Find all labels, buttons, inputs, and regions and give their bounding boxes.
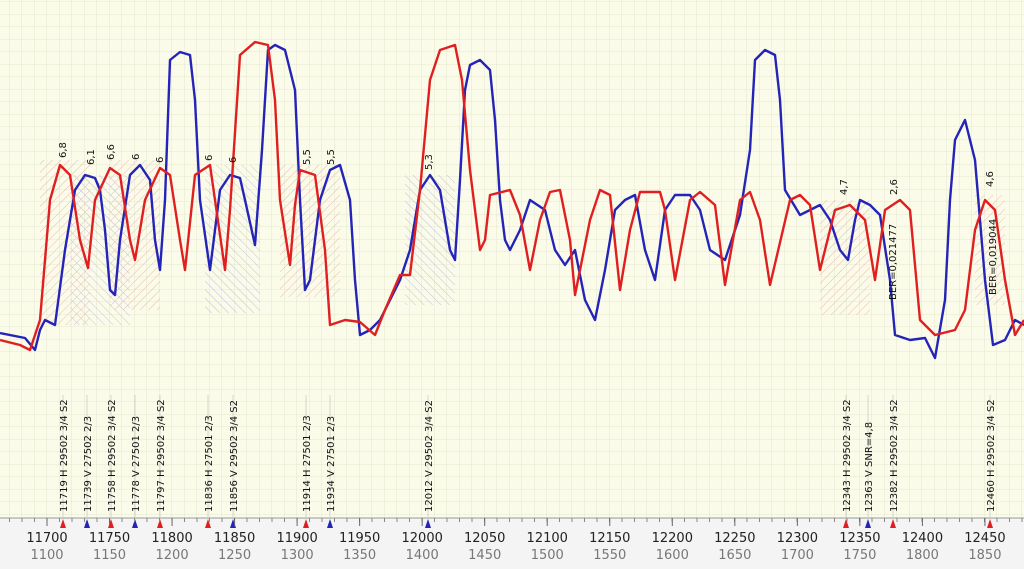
transponder-marker bbox=[890, 519, 896, 528]
peak-label: 6 bbox=[204, 155, 215, 161]
transponder-label: 11934 V 27501 2/3 bbox=[326, 416, 337, 512]
frequency-label: 12100 bbox=[527, 531, 568, 546]
if-frequency-label: 1350 bbox=[343, 548, 376, 563]
transponder-label: 11739 V 27502 2/3 bbox=[83, 416, 94, 512]
peak-label: 6 bbox=[131, 154, 142, 160]
if-frequency-label: 1650 bbox=[718, 548, 751, 563]
frequency-label: 11900 bbox=[276, 531, 317, 546]
frequency-label: 12150 bbox=[589, 531, 630, 546]
frequency-label: 11850 bbox=[214, 531, 255, 546]
frequency-label: 11700 bbox=[26, 531, 67, 546]
peak-label: 6,8 bbox=[58, 142, 69, 158]
transponder-marker bbox=[84, 519, 90, 528]
peak-label: 6 bbox=[155, 157, 166, 163]
if-frequency-label: 1800 bbox=[906, 548, 939, 563]
if-frequency-label: 1400 bbox=[406, 548, 439, 563]
transponder-marker bbox=[987, 519, 993, 528]
frequency-label: 11750 bbox=[89, 531, 130, 546]
transponder-marker bbox=[303, 519, 309, 528]
if-frequency-label: 1200 bbox=[156, 548, 189, 563]
peak-label: 4,7 bbox=[839, 179, 850, 195]
frequency-label: 12300 bbox=[777, 531, 818, 546]
peak-label: 2,6 bbox=[889, 179, 900, 195]
transponder-label: 11719 H 29502 3/4 S2 bbox=[59, 399, 70, 512]
frequency-label: 12450 bbox=[964, 531, 1005, 546]
axis-band bbox=[0, 518, 1024, 569]
frequency-label: 11800 bbox=[151, 531, 192, 546]
peak-label: 6 bbox=[228, 157, 239, 163]
transponder-label: 11836 H 27501 2/3 bbox=[204, 415, 215, 512]
frequency-label: 12200 bbox=[652, 531, 693, 546]
transponder-marker bbox=[865, 519, 871, 528]
transponder-marker bbox=[132, 519, 138, 528]
transponder-label: 11914 H 27501 2/3 bbox=[302, 415, 313, 512]
blue-trace bbox=[0, 43, 1024, 360]
transponder-label: 12343 H 29502 3/4 S2 bbox=[842, 399, 853, 512]
transponder-label: 12382 H 29502 3/4 S2 bbox=[889, 399, 900, 512]
transponder-marker bbox=[205, 519, 211, 528]
frequency-label: 12250 bbox=[714, 531, 755, 546]
transponder-label: 11778 V 27501 2/3 bbox=[131, 416, 142, 512]
red-trace bbox=[0, 40, 1024, 352]
frequency-label: 12350 bbox=[839, 531, 880, 546]
ber-label: BER=0,021477 bbox=[888, 224, 899, 300]
peak-label: 4,6 bbox=[985, 171, 996, 187]
frequency-label: 12050 bbox=[464, 531, 505, 546]
if-frequency-label: 1600 bbox=[656, 548, 689, 563]
if-frequency-label: 1300 bbox=[281, 548, 314, 563]
frequency-label: 12400 bbox=[902, 531, 943, 546]
if-frequency-label: 1550 bbox=[593, 548, 626, 563]
transponder-label: 11758 H 29502 3/4 S2 bbox=[107, 399, 118, 512]
frequency-label: 12000 bbox=[402, 531, 443, 546]
transponder-label: 11856 V 29502 3/4 S2 bbox=[229, 400, 240, 512]
transponder-label: 12363 V SNR=4,8 bbox=[864, 422, 875, 512]
transponder-label: 11797 H 29502 3/4 S2 bbox=[156, 399, 167, 512]
if-frequency-label: 1100 bbox=[30, 548, 63, 563]
if-frequency-label: 1500 bbox=[531, 548, 564, 563]
if-frequency-label: 1250 bbox=[218, 548, 251, 563]
transponder-marker bbox=[157, 519, 163, 528]
transponder-marker bbox=[425, 519, 431, 528]
transponder-marker bbox=[843, 519, 849, 528]
transponder-label: 12460 H 29502 3/4 S2 bbox=[986, 399, 997, 512]
peak-label: 5,3 bbox=[424, 154, 435, 170]
ber-label: BER=0,019044 bbox=[988, 219, 999, 295]
peak-label: 5,5 bbox=[302, 149, 313, 165]
if-frequency-label: 1450 bbox=[468, 548, 501, 563]
transponder-marker bbox=[60, 519, 66, 528]
peak-label: 6,1 bbox=[86, 149, 97, 165]
peak-label: 5,5 bbox=[326, 149, 337, 165]
frequency-label: 11950 bbox=[339, 531, 380, 546]
transponder-marker bbox=[327, 519, 333, 528]
if-frequency-label: 1150 bbox=[93, 548, 126, 563]
if-frequency-label: 1750 bbox=[843, 548, 876, 563]
peak-label: 6,6 bbox=[106, 144, 117, 160]
if-frequency-label: 1850 bbox=[968, 548, 1001, 563]
if-frequency-label: 1700 bbox=[781, 548, 814, 563]
transponder-label: 12012 V 29502 3/4 S2 bbox=[424, 400, 435, 512]
